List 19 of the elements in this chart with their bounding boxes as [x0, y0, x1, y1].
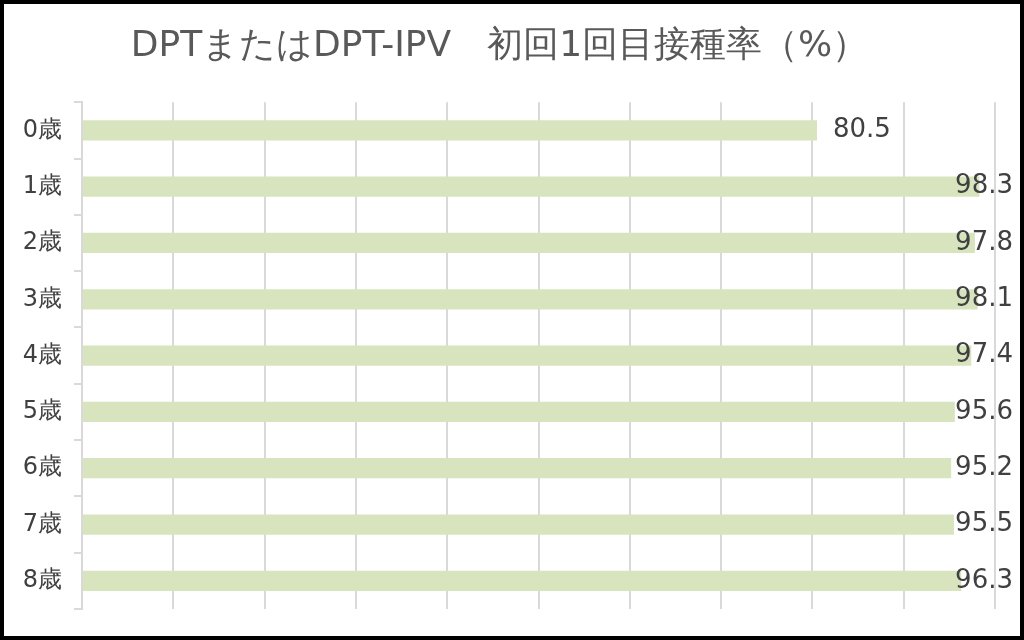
data-label: 95.6: [955, 394, 1013, 425]
data-label: 95.5: [955, 507, 1013, 538]
data-label: 80.5: [832, 113, 891, 144]
data-label: 98.3: [955, 169, 1013, 200]
y-tick-label: 8歳: [22, 565, 62, 594]
chart-title: DPTまたはDPT-IPV 初回1回目接種率（%）: [130, 22, 869, 64]
data-label: 96.3: [955, 563, 1013, 594]
y-tick-label: 4歳: [22, 339, 62, 368]
y-tick-label: 0歳: [22, 114, 62, 143]
y-tick-label: 1歳: [22, 170, 62, 199]
y-tick-label: 2歳: [22, 227, 62, 256]
y-tick-label: 6歳: [22, 452, 62, 481]
data-label: 98.1: [955, 282, 1013, 313]
data-label: 97.8: [955, 225, 1013, 256]
y-tick-label: 3歳: [22, 283, 62, 312]
data-label: 95.2: [955, 450, 1013, 481]
y-tick-label: 7歳: [22, 508, 62, 537]
data-label: 97.4: [955, 338, 1013, 369]
y-tick-label: 5歳: [22, 396, 62, 425]
